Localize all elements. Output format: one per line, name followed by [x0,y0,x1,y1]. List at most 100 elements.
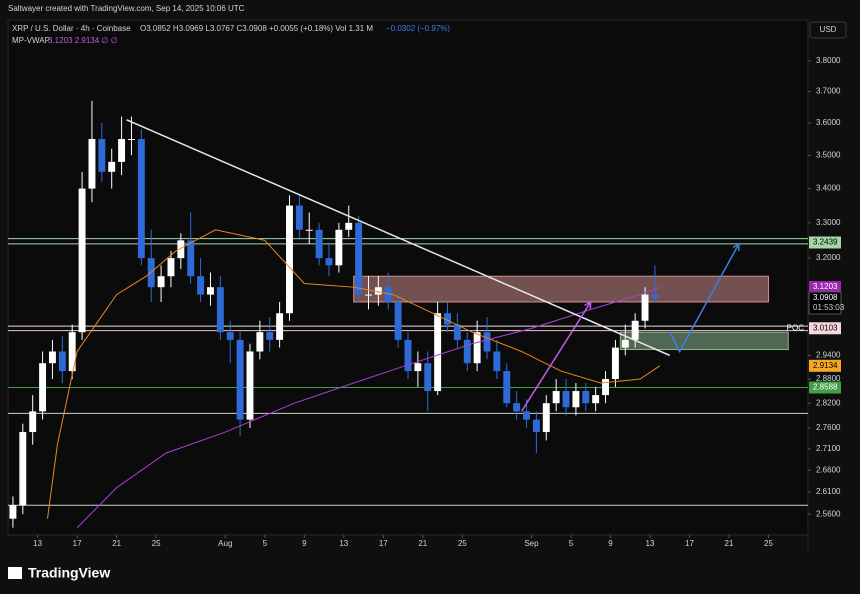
x-tick-label: Sep [524,539,539,548]
price-label-box [809,281,841,294]
candle-body [424,363,432,392]
candle-body [108,161,116,172]
price-label-box [808,291,842,315]
candle-body [602,379,609,396]
indicator: MP-VWAP [12,36,50,45]
arrow-head [584,300,592,310]
candle-body [552,391,560,404]
y-tick-label: 3.5000 [816,150,841,159]
x-tick-label: 25 [152,539,161,548]
candle-body [128,139,135,141]
candle-body [621,339,629,348]
candle-body [611,347,619,380]
candle-body [295,205,303,230]
price-label-box [809,236,841,249]
candle-body [542,403,550,433]
candle-body [48,351,56,364]
candle-body [98,139,106,172]
brand: TradingView [28,565,110,581]
candle-body [305,229,313,231]
x-tick-label: 25 [764,539,773,548]
candle-body [216,287,224,333]
x-tick-label: Aug [218,539,232,548]
candle-body [394,301,402,340]
y-tick-label: 2.8800 [816,374,841,383]
x-tick-label: 17 [73,539,82,548]
x-tick-label: 21 [418,539,427,548]
candle-body [325,258,333,266]
candle-body [68,332,76,372]
ohlc-legend: O3.0852 H3.0969 L3.0767 C3.0908 +0.0055 … [140,24,373,33]
candle-body [374,287,382,295]
zone [619,331,789,351]
x-tick-label: 5 [263,539,268,548]
x-tick-label: 13 [339,539,348,548]
price-label-box [809,322,841,335]
candle-body [187,240,195,277]
candle-body [582,391,590,404]
candle-body [118,139,126,162]
x-tick-label: 21 [112,539,121,548]
candle-body [473,332,481,364]
arrow [520,301,592,412]
candle-body [29,411,37,433]
candle-body [532,419,540,433]
candle-body [335,229,343,266]
candle-body [463,339,471,364]
y-tick-label: 2.6600 [816,465,841,474]
candle-body [197,276,205,295]
price-label: 3.0103 [813,323,838,332]
candle-body [256,332,264,352]
x-tick-label: 9 [608,539,613,548]
candle-body [177,240,185,259]
candle-body [19,432,27,506]
candle-body [444,313,451,325]
credit: Saltwayer created with TradingView.com, … [8,4,245,13]
zone [353,275,769,303]
candle-body [631,320,639,340]
x-tick-label: 17 [379,539,388,548]
candle-body [157,276,165,288]
countdown: 01:53:03 [813,303,845,312]
x-tick-label: 25 [458,539,467,548]
poc-label: POC [787,323,805,332]
candle-body [167,258,175,277]
candle-body [503,371,511,404]
candle-body [345,222,353,230]
vwap-line [47,229,661,519]
y-tick-label: 2.5600 [816,509,841,518]
price-label: 2.8588 [813,383,838,392]
candle-body [39,363,47,412]
vwap-line [76,286,661,529]
candle-body [9,505,17,519]
arrow-head [732,242,740,251]
candle-body [641,294,649,321]
currency[interactable]: USD [820,25,837,34]
candle-body [651,294,659,298]
price-label: 2.9134 [813,361,838,370]
candle-body [513,403,521,412]
x-tick-label: 21 [725,539,734,548]
price-label-box [809,359,841,372]
candle-body [286,205,293,314]
y-tick-label: 2.6100 [816,487,841,496]
currency-box[interactable] [809,21,847,39]
y-tick-label: 2.7600 [816,423,841,432]
candle-body [453,324,461,340]
candle-body [236,339,244,420]
y-tick-label: 2.9400 [816,350,841,359]
y-tick-label: 3.4000 [816,184,841,193]
trendline [126,119,671,357]
candle-body [365,294,372,296]
candle-body [523,411,530,420]
x-tick-label: 17 [685,539,694,548]
price-label: 3.1203 [813,282,838,291]
y-tick-label: 3.3000 [816,218,841,227]
candle-body [246,351,254,420]
price-label: 3.2439 [813,238,838,247]
x-tick-label: 9 [302,539,307,548]
indicator-values: 3.1203 2.9134 ∅ ∅ [48,36,118,45]
candle-body [226,332,234,340]
candle-body [78,188,86,333]
brand-logo [8,567,22,579]
